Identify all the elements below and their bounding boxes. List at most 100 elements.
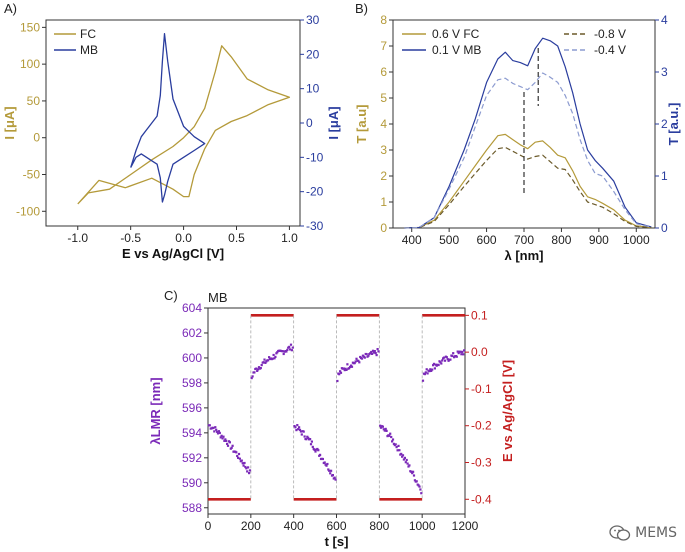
y-left-tick-label: 0 <box>33 131 40 145</box>
lmr-data-point <box>440 362 443 365</box>
lmr-data-point <box>224 438 227 441</box>
lmr-data-point <box>397 444 400 447</box>
lmr-data-point <box>248 472 251 475</box>
y-left-tick-label: 4 <box>380 117 387 131</box>
lmr-data-point <box>395 446 398 449</box>
series-line-1 <box>404 133 652 229</box>
lmr-data-point <box>257 368 260 371</box>
lmr-data-point <box>339 371 343 374</box>
x-tick-label: 1000 <box>409 519 436 533</box>
legend-label: -0.4 V <box>594 43 626 57</box>
lmr-data-point <box>396 449 399 452</box>
lmr-data-point <box>354 360 357 363</box>
x-tick-label: 700 <box>514 233 534 247</box>
lmr-data-point <box>410 470 413 473</box>
x-tick-label: 0.5 <box>228 231 245 245</box>
x-tick-label: -0.5 <box>120 231 141 245</box>
lmr-data-point <box>262 361 265 364</box>
wechat-icon <box>609 525 630 541</box>
lmr-data-point <box>230 446 233 449</box>
y-left-tick-label: 594 <box>182 426 202 440</box>
lmr-data-point <box>216 430 219 433</box>
lmr-data-point <box>371 349 375 352</box>
lmr-data-point <box>319 453 322 456</box>
y-right-tick-label: 4 <box>661 13 668 27</box>
lmr-data-point <box>309 443 313 446</box>
panel-a-cyclic-voltammogram: A)-1.0 -0.5 0.0 0.5 1.0-100-50050100150-30-2… <box>2 1 341 261</box>
lmr-data-point <box>392 442 395 445</box>
lmr-data-point <box>260 364 263 367</box>
lmr-data-point <box>365 353 368 356</box>
lmr-data-point <box>288 345 291 348</box>
lmr-data-point <box>290 349 293 352</box>
lmr-data-point <box>443 359 447 362</box>
lmr-data-point <box>334 478 337 481</box>
x-tick-label: 900 <box>589 233 609 247</box>
y-right-tick-label: 30 <box>306 13 320 27</box>
y-left-tick-label: 50 <box>27 94 41 108</box>
lmr-data-point <box>406 462 409 465</box>
lmr-data-point <box>236 454 239 458</box>
lmr-data-point <box>372 351 375 354</box>
lmr-data-point <box>297 428 300 431</box>
lmr-data-point <box>240 459 243 462</box>
x-tick-label: 0 <box>205 519 212 533</box>
lmr-data-point <box>369 352 372 355</box>
lmr-data-point <box>246 470 249 473</box>
y-right-tick-label: 0.1 <box>471 308 488 322</box>
y-left-axis-title: I [μA] <box>2 106 17 139</box>
lmr-data-point <box>403 456 406 459</box>
lmr-data-point <box>221 437 224 440</box>
y-right-tick-label: 20 <box>306 47 320 61</box>
y-left-tick-label: 602 <box>182 326 202 340</box>
lmr-data-point <box>413 479 416 482</box>
y-left-tick-label: 588 <box>182 501 202 515</box>
y-right-tick-label: -20 <box>306 185 324 199</box>
lmr-data-point <box>309 438 312 441</box>
lmr-data-point <box>388 434 391 437</box>
legend-label: FC <box>80 27 96 41</box>
lmr-data-point <box>367 354 370 357</box>
legend-label: -0.8 V <box>594 27 626 41</box>
lmr-data-point <box>303 435 306 438</box>
lmr-data-point <box>343 369 346 372</box>
lmr-data-point <box>321 457 324 461</box>
lmr-data-point <box>428 370 431 373</box>
lmr-data-point <box>330 469 333 472</box>
lmr-data-point <box>238 457 241 460</box>
lmr-data-point <box>316 447 319 451</box>
lmr-data-point <box>323 461 326 464</box>
y-left-tick-label: 600 <box>182 351 202 365</box>
lmr-data-point <box>256 369 259 372</box>
lmr-data-point <box>415 480 418 483</box>
lmr-data-point <box>326 462 329 466</box>
lmr-data-point <box>222 435 225 438</box>
x-tick-label: 600 <box>326 519 346 533</box>
y-left-axis-title: λLMR [nm] <box>148 377 163 444</box>
lmr-data-point <box>267 359 270 362</box>
lmr-data-point <box>257 366 261 369</box>
lmr-data-point <box>250 377 253 380</box>
series-line-4 <box>404 72 652 229</box>
y-right-tick-label: -30 <box>306 219 324 233</box>
lmr-data-point <box>346 363 349 366</box>
lmr-data-point <box>437 363 440 367</box>
lmr-data-point <box>432 364 435 367</box>
lmr-data-point <box>451 354 454 358</box>
lmr-data-point <box>271 357 274 360</box>
y-left-axis-title: T [a.u] <box>354 105 369 144</box>
y-right-tick-label: -10 <box>306 150 324 164</box>
lmr-data-point <box>237 456 240 459</box>
lmr-data-point <box>439 361 442 364</box>
y-left-tick-label: 3 <box>380 143 387 157</box>
y-right-tick-label: -0.1 <box>471 382 492 396</box>
lmr-data-point <box>411 472 414 475</box>
lmr-data-point <box>329 472 332 475</box>
lmr-data-point <box>460 353 463 356</box>
lmr-data-point <box>259 367 262 370</box>
panel-c-label: C) <box>164 288 178 303</box>
lmr-data-point <box>325 464 328 467</box>
y-left-tick-label: 5 <box>380 91 387 105</box>
y-left-tick-label: -100 <box>16 204 40 218</box>
lmr-data-point <box>237 452 241 456</box>
